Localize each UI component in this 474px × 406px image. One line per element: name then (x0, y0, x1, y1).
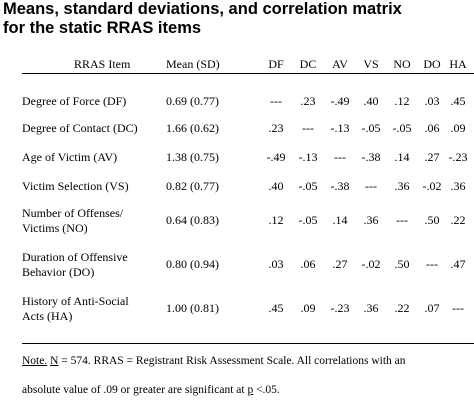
row-label: Degree of Force (DF) (22, 94, 126, 109)
row-label: Duration of Offensive Behavior (DO) (22, 250, 128, 280)
correlation-cell: --- (270, 94, 282, 108)
correlation-cell: .12 (268, 213, 284, 227)
correlation-cell: -.02 (361, 257, 381, 271)
row-mean-sd: 1.66 (0.62) (166, 121, 219, 135)
row-label-line: Degree of Contact (DC) (22, 121, 138, 135)
header-col-do: DO (423, 57, 441, 71)
bottom-rule (22, 343, 474, 344)
row-mean-sd: 0.82 (0.77) (166, 179, 219, 193)
table-title: Means, standard deviations, and correlat… (3, 0, 402, 38)
correlation-cell: .45 (450, 94, 466, 108)
correlation-cell: .14 (394, 150, 410, 164)
correlation-cell: .07 (424, 301, 440, 315)
row-label-line: Behavior (DO) (22, 265, 95, 279)
row-label-line: Number of Offenses/ (22, 206, 124, 220)
correlation-cell: --- (334, 150, 346, 164)
note-n-symbol: N (50, 355, 59, 367)
header-mean: Mean (SD) (166, 57, 220, 71)
row-label-line: Acts (HA) (22, 309, 73, 323)
correlation-cell: .06 (424, 121, 440, 135)
correlation-cell: --- (452, 301, 464, 315)
correlation-cell: -.49 (330, 94, 350, 108)
correlation-cell: -.38 (361, 150, 381, 164)
row-mean-sd: 0.64 (0.83) (166, 213, 219, 227)
correlation-cell: .36 (363, 213, 379, 227)
header-item: RRAS Item (74, 57, 131, 71)
correlation-cell: .40 (268, 179, 284, 193)
note-p-symbol: p (247, 384, 254, 396)
correlation-cell: .40 (363, 94, 379, 108)
row-label-line: Victim Selection (VS) (22, 179, 129, 193)
row-label: History of Anti-Social Acts (HA) (22, 294, 129, 324)
correlation-cell: .09 (300, 301, 316, 315)
correlation-cell: .36 (450, 179, 466, 193)
header-rule (22, 73, 474, 74)
row-label-line: Duration of Offensive (22, 250, 128, 264)
correlation-cell: .27 (332, 257, 348, 271)
row-label: Number of Offenses/Victims (NO) (22, 206, 123, 236)
correlation-cell: .03 (424, 94, 440, 108)
header-col-av: AV (332, 57, 348, 71)
note-line1-text: = 574. RRAS = Registrant Risk Assessment… (58, 355, 406, 367)
row-mean-sd: 1.38 (0.75) (166, 150, 219, 164)
header-col-dc: DC (299, 57, 317, 71)
correlation-cell: -.38 (330, 179, 350, 193)
correlation-cell: --- (426, 257, 438, 271)
correlation-cell: .27 (424, 150, 440, 164)
correlation-cell: --- (365, 179, 377, 193)
correlation-cell: -.05 (298, 213, 318, 227)
correlation-cell: --- (302, 121, 314, 135)
correlation-cell: .03 (268, 257, 284, 271)
correlation-cell: .45 (268, 301, 284, 315)
table-note-line-1: Note. N = 574. RRAS = Registrant Risk As… (22, 355, 406, 367)
correlation-cell: .14 (332, 213, 348, 227)
correlation-cell: .12 (394, 94, 410, 108)
correlation-cell: -.02 (422, 179, 442, 193)
header-col-df: DF (268, 57, 284, 71)
row-mean-sd: 0.80 (0.94) (166, 257, 219, 271)
correlation-cell: .09 (450, 121, 466, 135)
row-label-line: History of Anti-Social (22, 294, 129, 308)
title-line-2: for the static RRAS items (3, 19, 202, 37)
correlation-cell: -.23 (330, 301, 350, 315)
table-note-line-2: absolute value of .09 or greater are sig… (22, 384, 280, 396)
correlation-cell: -.13 (298, 150, 318, 164)
correlation-cell: .23 (300, 94, 316, 108)
correlation-cell: .22 (394, 301, 410, 315)
row-label-line: Age of Victim (AV) (22, 150, 118, 164)
correlation-cell: .50 (424, 213, 440, 227)
correlation-cell: .36 (394, 179, 410, 193)
correlation-cell: -.05 (361, 121, 381, 135)
row-mean-sd: 1.00 (0.81) (166, 301, 219, 315)
correlation-cell: .47 (450, 257, 466, 271)
row-label: Age of Victim (AV) (22, 150, 117, 165)
row-label: Degree of Contact (DC) (22, 121, 138, 136)
title-line-1: Means, standard deviations, and correlat… (3, 0, 402, 18)
correlation-cell: .50 (394, 257, 410, 271)
correlation-cell: .06 (300, 257, 316, 271)
row-mean-sd: 0.69 (0.77) (166, 94, 219, 108)
row-label-line: Victims (NO) (22, 221, 88, 235)
correlation-cell: .22 (450, 213, 466, 227)
row-label: Victim Selection (VS) (22, 179, 129, 194)
note-label: Note. (22, 355, 48, 367)
correlation-cell: .23 (268, 121, 284, 135)
correlation-cell: -.23 (448, 150, 468, 164)
note-line2-pre: absolute value of .09 or greater are sig… (22, 384, 248, 396)
correlation-cell: -.13 (330, 121, 350, 135)
header-col-ha: HA (449, 57, 467, 71)
correlation-cell: --- (396, 213, 408, 227)
correlation-cell: .36 (363, 301, 379, 315)
header-col-no: NO (393, 57, 411, 71)
header-col-vs: VS (363, 57, 379, 71)
correlation-cell: -.49 (266, 150, 286, 164)
correlation-cell: -.05 (392, 121, 412, 135)
row-label-line: Degree of Force (DF) (22, 94, 127, 108)
note-line2-post: <.05. (253, 384, 280, 396)
correlation-cell: -.05 (298, 179, 318, 193)
